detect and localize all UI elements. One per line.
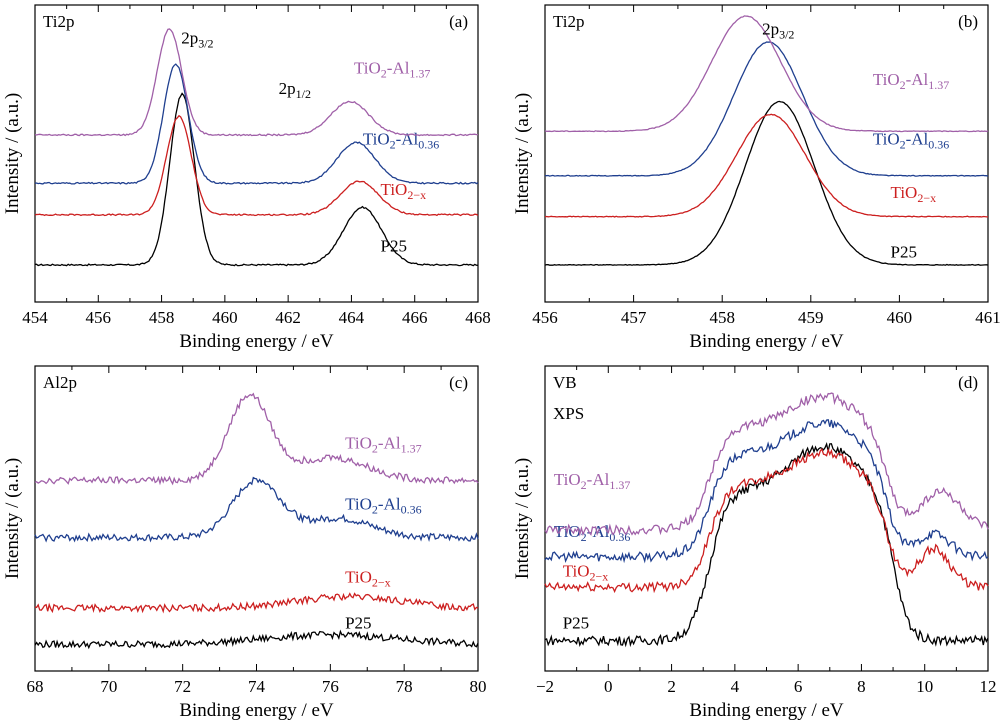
series-label-TiO2-x: TiO2−x: [891, 183, 937, 205]
x-tick-label: 2: [667, 677, 676, 696]
panel-c: 68 70 72 74 76 78 80 Binding energy / eV Intensi…: [2, 365, 487, 721]
x-tick-label: 76: [322, 677, 339, 696]
series-label-TiO2-Al1.37: TiO2-Al1.37: [345, 433, 421, 455]
x-tick-label: 459: [798, 308, 824, 327]
series-line-TiO2-Al0.36: [34, 476, 479, 543]
y-axis-title: Intensity / (a.u.): [2, 93, 23, 214]
peak-annotation: 2p3/2: [181, 29, 213, 51]
series-line-P25: [544, 100, 989, 266]
series-label-TiO2-x: TiO2−x: [563, 561, 609, 583]
series-label-TiO2-Al1.37: TiO2-Al1.37: [873, 70, 949, 92]
plot-frame: [34, 4, 479, 303]
x-tick-label: 8: [857, 677, 866, 696]
series-line-TiO2-Al1.37: [34, 28, 478, 137]
series-line-TiO2-Al0.36: [34, 63, 479, 185]
series-line-TiO2-x: [34, 592, 479, 614]
series-label-TiO2-x: TiO2−x: [381, 180, 427, 202]
series-line-TiO2-Al1.37: [34, 392, 479, 486]
plot-frame: [34, 365, 479, 672]
x-tick-label: 10: [916, 677, 933, 696]
x-tick-label: 0: [604, 677, 613, 696]
y-axis-title: Intensity / (a.u.): [512, 458, 533, 579]
x-tick-label: 4: [731, 677, 740, 696]
series-line-TiO2-Al0.36: [544, 419, 989, 564]
x-tick-label: 464: [339, 308, 365, 327]
series-line-TiO2-Al1.37: [544, 392, 989, 537]
corner-title: Al2p: [43, 373, 77, 392]
x-axis-title: Binding energy / eV: [179, 700, 334, 721]
x-tick-label: 460: [887, 308, 913, 327]
panel-label: (c): [449, 373, 468, 392]
x-tick-label: −2: [536, 677, 554, 696]
x-tick-label: 80: [470, 677, 487, 696]
x-tick-label: 456: [86, 308, 112, 327]
x-tick-label: 456: [532, 308, 558, 327]
x-tick-label: 457: [621, 308, 647, 327]
panel-label: (a): [449, 12, 468, 31]
series-label-TiO2-Al0.36: TiO2-Al0.36: [345, 494, 421, 516]
panel-label: (d): [958, 373, 978, 392]
corner-title: Ti2p: [553, 12, 585, 31]
panel-a: 454 456 458 460 462 464 466 468 Binding energy /…: [2, 4, 491, 352]
corner-title: Ti2p: [43, 12, 75, 31]
series-line-P25: [34, 629, 479, 650]
x-tick-label: 6: [794, 677, 803, 696]
x-tick-label: 462: [275, 308, 301, 327]
series-line-TiO2-x: [544, 447, 989, 594]
x-tick-label: 12: [980, 677, 997, 696]
series-line-TiO2-x: [34, 114, 479, 217]
plot-frame: [544, 4, 989, 303]
x-tick-label: 458: [709, 308, 735, 327]
series-label-P25: P25: [345, 613, 371, 632]
series-line-P25: [35, 92, 479, 267]
x-tick-label: 468: [465, 308, 491, 327]
series-line-TiO2-Al0.36: [544, 41, 989, 177]
series-label-P25: P25: [891, 242, 917, 261]
series-label-TiO2-Al0.36: TiO2-Al0.36: [873, 130, 949, 152]
series-line-P25: [544, 442, 989, 648]
x-tick-label: 70: [100, 677, 117, 696]
corner-title-2: XPS: [553, 404, 584, 423]
y-axis-title: Intensity / (a.u.): [512, 93, 533, 214]
x-tick-label: 454: [22, 308, 48, 327]
x-tick-label: 458: [149, 308, 175, 327]
panel-label: (b): [958, 12, 978, 31]
series-label-TiO2-x: TiO2−x: [345, 568, 391, 590]
panel-b: 456 457 458 459 460 461 Binding energy / eV Int…: [512, 4, 1000, 352]
x-tick-label: 461: [975, 308, 1000, 327]
peak-annotation: 2p1/2: [279, 79, 311, 101]
x-tick-label: 78: [396, 677, 413, 696]
x-axis-title: Binding energy / eV: [689, 700, 844, 721]
x-tick-label: 74: [248, 677, 266, 696]
x-tick-label: 460: [212, 308, 238, 327]
peak-annotation: 2p3/2: [762, 20, 794, 42]
x-tick-label: 68: [27, 677, 44, 696]
panel-d: −2 0 2 4 6 8 10 12 Binding energy / eV Intensity …: [512, 365, 997, 721]
y-axis-title: Intensity / (a.u.): [2, 458, 23, 579]
series-label-P25: P25: [563, 613, 589, 632]
x-tick-label: 72: [174, 677, 191, 696]
plot-frame: [544, 365, 989, 672]
series-label-P25: P25: [381, 237, 407, 256]
x-axis-title: Binding energy / eV: [689, 331, 844, 352]
x-axis-title: Binding energy / eV: [179, 331, 334, 352]
corner-title: VB: [553, 373, 577, 392]
series-label-TiO2-Al1.37: TiO2-Al1.37: [554, 470, 630, 492]
series-label-TiO2-Al1.37: TiO2-Al1.37: [354, 58, 430, 80]
series-line-TiO2-x: [544, 113, 989, 218]
series-line-TiO2-Al1.37: [544, 15, 989, 133]
series-label-TiO2-Al0.36: TiO2-Al0.36: [363, 130, 439, 152]
x-tick-label: 466: [402, 308, 428, 327]
